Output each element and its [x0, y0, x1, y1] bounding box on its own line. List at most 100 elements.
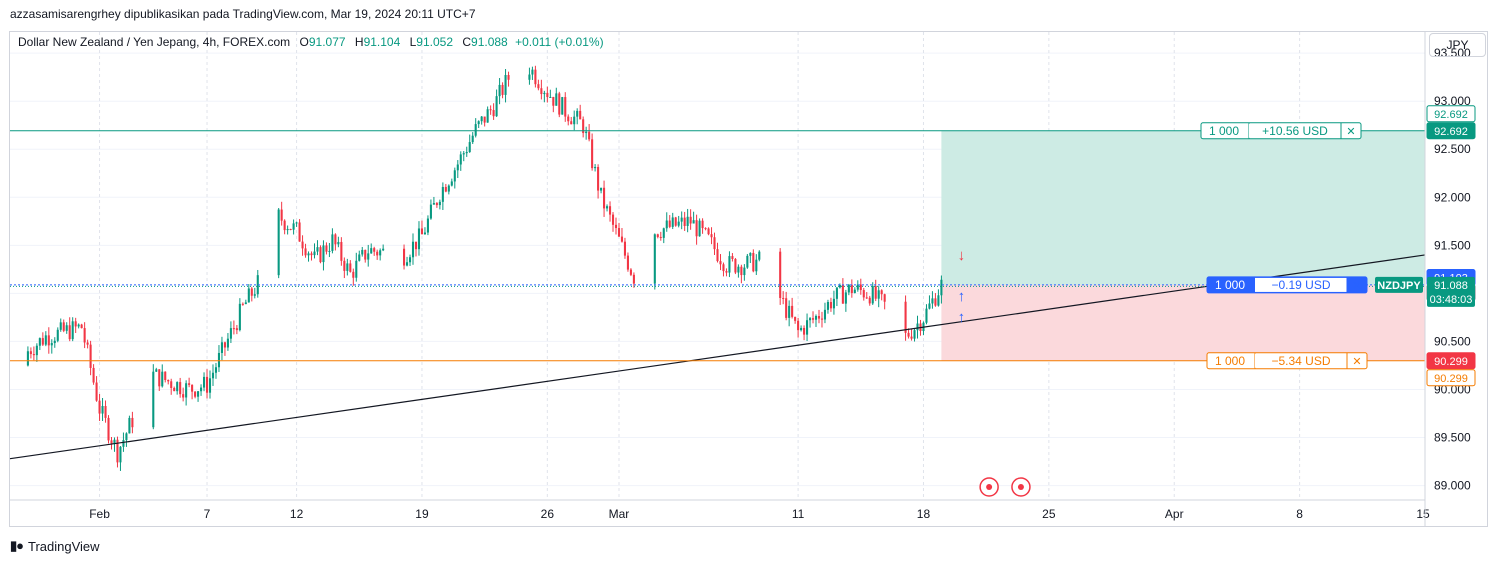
- candle: [343, 260, 346, 271]
- candle: [301, 241, 304, 249]
- candle: [337, 241, 340, 245]
- x-tick-label: Mar: [609, 507, 630, 521]
- y-tick-label: 89.000: [1434, 479, 1471, 493]
- candle: [701, 220, 704, 229]
- target-order-widget-pnl: +10.56 USD: [1262, 124, 1328, 138]
- open-key: O: [299, 35, 309, 49]
- candle: [80, 324, 83, 329]
- candle: [334, 234, 337, 245]
- symbol-badge-label: NZDJPY: [1377, 280, 1421, 292]
- stop-order-widget-pnl: −5.34 USD: [1271, 354, 1330, 368]
- candle: [438, 201, 441, 206]
- candle: [304, 248, 307, 256]
- candle: [131, 417, 134, 428]
- candle: [379, 250, 382, 256]
- candle: [185, 383, 188, 398]
- y-tick-label: 90.500: [1434, 334, 1471, 348]
- candle: [826, 302, 829, 310]
- candle: [925, 308, 928, 323]
- event-marker-dot: [1017, 484, 1024, 490]
- y-tick-label: 92.000: [1434, 190, 1471, 204]
- candle: [319, 247, 322, 263]
- candle: [214, 367, 218, 373]
- candle: [853, 289, 856, 294]
- target-order-widget[interactable]: 1 000 +10.56 USD ✕: [1200, 122, 1362, 140]
- candle: [104, 406, 107, 418]
- candle: [674, 217, 677, 226]
- candle: [223, 342, 226, 348]
- candle: [41, 338, 44, 345]
- y-tick-label: 93.000: [1434, 94, 1471, 108]
- candle: [665, 220, 668, 229]
- candle: [346, 263, 349, 271]
- symbol-badge: [1375, 276, 1423, 293]
- candle: [507, 74, 510, 80]
- countdown-label: 03:48:03: [1430, 294, 1473, 306]
- candle: [549, 96, 552, 98]
- candle: [808, 318, 812, 321]
- close-icon: ✕: [1352, 280, 1361, 292]
- candle: [552, 96, 555, 106]
- candle: [579, 110, 582, 120]
- candle: [286, 228, 289, 231]
- candle: [623, 241, 627, 256]
- candle: [423, 232, 426, 235]
- candle: [405, 262, 409, 266]
- candle: [71, 321, 74, 340]
- candle: [653, 234, 656, 284]
- candle: [35, 345, 38, 356]
- candle: [680, 217, 683, 222]
- candle: [689, 216, 692, 224]
- candle: [101, 406, 104, 414]
- candle: [659, 236, 662, 238]
- candle: [785, 298, 788, 318]
- close-key: C: [462, 35, 472, 49]
- candle: [188, 383, 191, 385]
- candle: [811, 318, 815, 320]
- stop-order-widget[interactable]: 1 000 −5.34 USD ✕: [1206, 352, 1368, 370]
- candle: [247, 288, 250, 303]
- event-marker-icon[interactable]: [1011, 477, 1031, 497]
- event-marker-icon[interactable]: [979, 477, 999, 497]
- candle: [797, 320, 800, 331]
- candle: [191, 384, 194, 392]
- candle: [292, 223, 295, 230]
- candle: [465, 152, 468, 154]
- entry-order-widget[interactable]: 1 000 −0.19 USD ✕: [1206, 276, 1368, 294]
- candle: [328, 250, 331, 252]
- candle: [814, 316, 818, 320]
- candle: [537, 84, 540, 89]
- candle: [298, 222, 301, 242]
- candle: [44, 335, 47, 345]
- candle: [567, 116, 570, 122]
- candle: [528, 74, 531, 80]
- buy-arrow-icon: ↑: [958, 288, 966, 305]
- candle: [459, 154, 462, 165]
- ohlc-legend: Dollar New Zealand / Yen Jepang, 4h, FOR…: [18, 35, 604, 49]
- candle: [414, 241, 418, 250]
- candle: [349, 263, 352, 272]
- candle: [316, 247, 319, 252]
- candle: [361, 249, 364, 255]
- publisher-caption: azzasamisarengrhey dipublikasikan pada T…: [10, 7, 476, 21]
- candle: [220, 342, 223, 353]
- candle: [122, 440, 125, 447]
- close-price-tag: [1427, 276, 1475, 307]
- candle: [710, 234, 713, 238]
- candle: [686, 216, 689, 226]
- stop-price-ghost: [1426, 369, 1476, 387]
- entry-order-widget-pnl: −0.19 USD: [1271, 278, 1330, 292]
- currency-button[interactable]: JPY: [1429, 33, 1486, 57]
- candle: [38, 338, 41, 346]
- candle: [325, 245, 328, 252]
- x-tick-label: 8: [1296, 507, 1303, 521]
- candle: [453, 170, 456, 182]
- candle: [794, 316, 797, 321]
- candle: [355, 260, 358, 278]
- candle: [155, 369, 158, 372]
- candle: [656, 234, 659, 237]
- candle: [800, 327, 803, 331]
- candle: [788, 305, 791, 318]
- candle: [420, 228, 424, 235]
